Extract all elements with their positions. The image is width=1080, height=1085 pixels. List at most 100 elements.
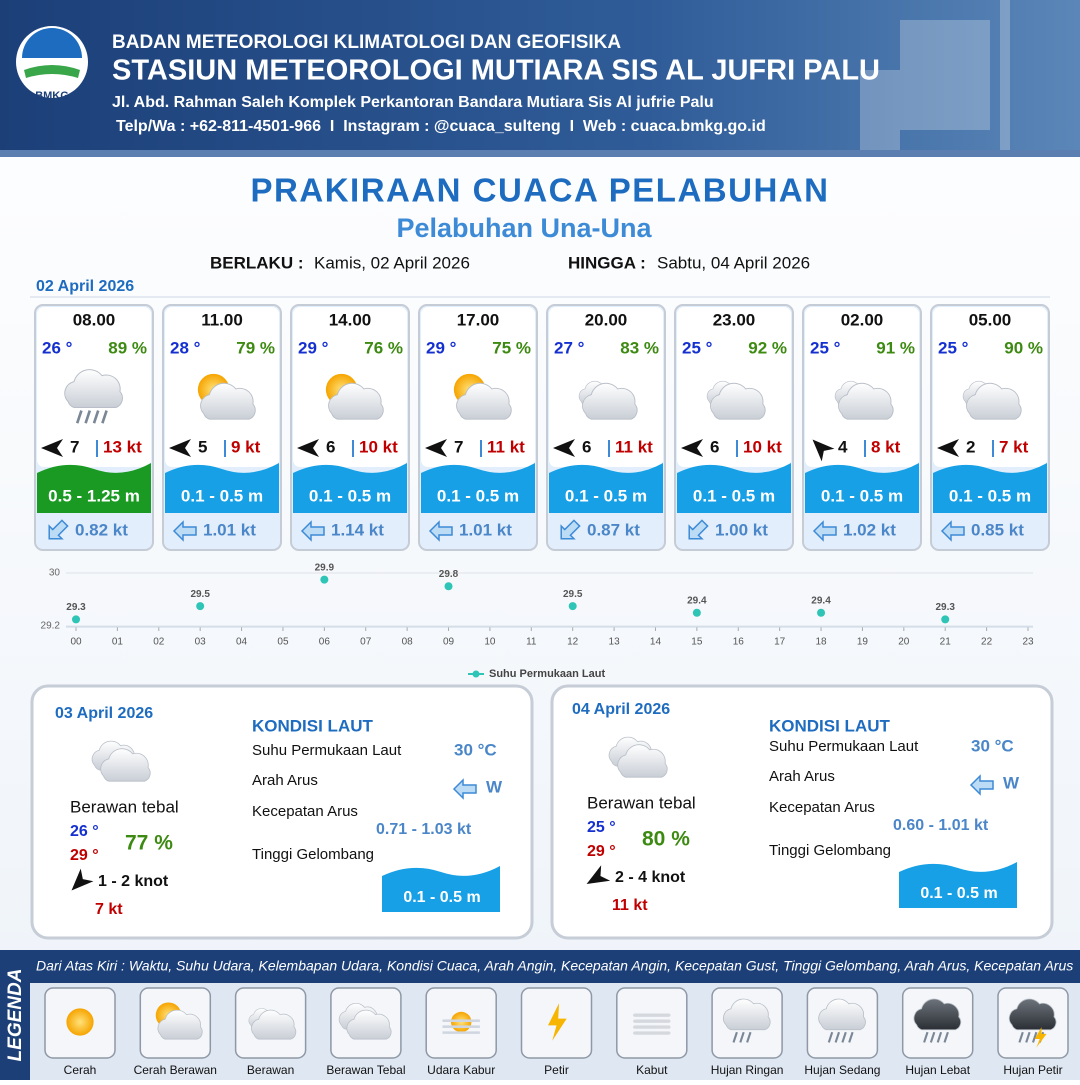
data-point <box>320 575 329 584</box>
wind-arrow <box>586 865 611 884</box>
rain-drop <box>75 410 83 424</box>
rain-drop <box>739 1031 745 1043</box>
current-arrow <box>172 520 197 542</box>
rain-drop <box>936 1031 943 1043</box>
speed-label: Kecepatan Arus <box>769 799 875 816</box>
validity-from-label: BERLAKU : <box>210 253 304 272</box>
rain-drop <box>1025 1031 1031 1043</box>
temp-max: 29 ° <box>70 847 99 864</box>
wave-height: 0.1 - 0.5 m <box>693 486 775 505</box>
wave-band <box>805 463 919 513</box>
x-tick-label: 09 <box>443 637 455 648</box>
cloud-shape <box>582 382 638 420</box>
gust-speed: 11 kt <box>615 437 653 456</box>
cloud-shape <box>157 1009 203 1040</box>
agency: BADAN METEOROLOGI KLIMATOLOGI DAN GEOFIS… <box>112 32 621 53</box>
wind-speed: 5 <box>198 437 207 456</box>
rain-drop <box>943 1031 949 1043</box>
header-decoration <box>860 0 1010 157</box>
legend-item: Cerah Berawan <box>134 1063 217 1077</box>
x-tick-label: 07 <box>360 637 372 648</box>
data-label: 29.5 <box>190 589 210 600</box>
cloud-shape <box>1008 998 1057 1031</box>
wave-band <box>677 463 791 513</box>
contact: Telp/Wa : +62-811-4501-966 I Instagram :… <box>116 118 766 135</box>
current-arrow <box>452 778 477 800</box>
cloud-shape <box>100 748 151 782</box>
sun-icon <box>66 1008 94 1036</box>
wave-range: 0.1 - 0.5 m <box>920 885 997 902</box>
rain-drop <box>827 1031 834 1043</box>
validity-from: Kamis, 02 April 2026 <box>314 253 470 272</box>
wave-label: Tinggi Gelombang <box>769 842 891 859</box>
x-tick-label: 05 <box>277 637 289 648</box>
weather-icon <box>706 380 766 420</box>
cloud-shape <box>251 1009 297 1040</box>
time: 05.00 <box>969 310 1012 329</box>
legend-item: Hujan Petir <box>1003 1063 1062 1077</box>
rain-drop <box>1031 1031 1038 1043</box>
logo-text: BMKG <box>35 90 69 102</box>
x-tick-label: 12 <box>567 637 579 648</box>
speed-label: Kecepatan Arus <box>252 803 358 820</box>
validity-to: Sabtu, 04 April 2026 <box>657 253 810 272</box>
weather-icon <box>913 998 962 1043</box>
x-tick-label: 08 <box>402 637 414 648</box>
humidity: 90 % <box>1004 338 1043 357</box>
wave-band <box>549 463 663 513</box>
humidity: 80 % <box>642 828 690 851</box>
weather-icon <box>197 373 256 420</box>
sst-label: Suhu Permukaan Laut <box>769 738 919 755</box>
humidity: 77 % <box>125 832 173 855</box>
air-temp: 29 ° <box>298 338 329 357</box>
humidity: 75 % <box>492 338 531 357</box>
rain-drop <box>1018 1031 1024 1043</box>
gust-speed: 8 kt <box>871 437 901 456</box>
rain-drop <box>746 1031 752 1043</box>
current-arrow <box>48 519 69 540</box>
weather-icon <box>325 373 384 420</box>
wind-speed: 4 <box>838 437 848 456</box>
rain-drop <box>92 410 100 424</box>
x-tick-label: 11 <box>526 637 537 648</box>
wave-height: 0.1 - 0.5 m <box>949 486 1031 505</box>
humidity: 91 % <box>876 338 915 357</box>
x-tick-label: 06 <box>319 637 331 648</box>
time: 20.00 <box>585 310 628 329</box>
cloud-icon <box>838 382 894 420</box>
header-edge <box>0 150 1080 157</box>
humidity: 83 % <box>620 338 659 357</box>
temp-min: 26 ° <box>70 823 99 840</box>
cloud-shape <box>966 382 1022 420</box>
legend-item: Kabut <box>636 1063 668 1077</box>
weather-icon <box>818 998 866 1043</box>
wind-speed: 6 <box>710 437 719 456</box>
data-point <box>72 615 80 624</box>
cloud-icon <box>64 369 123 409</box>
weather-icon <box>834 380 894 420</box>
gust-speed: 7 kt <box>999 437 1029 456</box>
time: 17.00 <box>457 310 500 329</box>
wind-speed: 7 <box>454 437 463 456</box>
cloud-icon <box>723 998 771 1031</box>
x-tick-label: 03 <box>195 637 207 648</box>
x-tick-label: 23 <box>1022 637 1034 648</box>
sea-title: KONDISI LAUT <box>769 716 891 735</box>
haze-line <box>442 1031 480 1034</box>
wind-speed: 7 <box>70 437 79 456</box>
gust-speed: 10 kt <box>359 437 398 456</box>
humidity: 92 % <box>748 338 787 357</box>
cloud-icon <box>456 382 512 420</box>
cloud-icon <box>818 998 866 1031</box>
weather-icon <box>155 1002 203 1040</box>
legend-item: Hujan Lebat <box>905 1063 970 1077</box>
x-tick-label: 13 <box>609 637 621 648</box>
legend-marker <box>472 670 480 678</box>
cloud-shape <box>723 998 771 1031</box>
wave-height: 0.5 - 1.25 m <box>48 486 140 505</box>
x-tick-label: 15 <box>691 637 703 648</box>
validity-to-label: HINGGA : <box>568 253 646 272</box>
wave-band <box>899 862 1017 908</box>
temp-min: 25 ° <box>587 819 616 836</box>
current-arrow <box>560 519 581 540</box>
